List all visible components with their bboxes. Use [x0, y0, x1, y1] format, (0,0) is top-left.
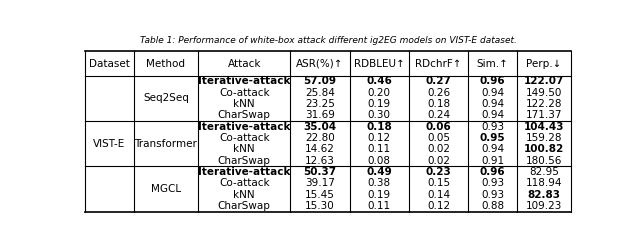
Text: kNN: kNN: [234, 144, 255, 154]
Text: 122.07: 122.07: [524, 76, 564, 86]
Text: Perp.↓: Perp.↓: [526, 59, 562, 68]
Text: 0.46: 0.46: [366, 76, 392, 86]
Text: 0.94: 0.94: [481, 88, 504, 98]
Text: 109.23: 109.23: [526, 201, 562, 211]
Text: 0.27: 0.27: [426, 76, 452, 86]
Text: 0.49: 0.49: [367, 167, 392, 177]
Text: ASR(%)↑: ASR(%)↑: [296, 59, 344, 68]
Text: Transformer: Transformer: [134, 139, 197, 149]
Text: 0.30: 0.30: [368, 110, 391, 120]
Text: Seq2Seq: Seq2Seq: [143, 93, 189, 103]
Text: 0.94: 0.94: [481, 144, 504, 154]
Text: 0.24: 0.24: [427, 110, 451, 120]
Text: 57.09: 57.09: [303, 76, 337, 86]
Text: Table 1: Performance of white-box attack different ig2EG models on VIST-E datase: Table 1: Performance of white-box attack…: [140, 37, 516, 45]
Text: Dataset: Dataset: [89, 59, 130, 68]
Text: Iterative-attack: Iterative-attack: [198, 76, 291, 86]
Text: 82.83: 82.83: [527, 190, 561, 200]
Text: Method: Method: [147, 59, 186, 68]
Text: 82.95: 82.95: [529, 167, 559, 177]
Text: 149.50: 149.50: [526, 88, 562, 98]
Text: 0.18: 0.18: [367, 122, 392, 132]
Text: 0.93: 0.93: [481, 190, 504, 200]
Text: CharSwap: CharSwap: [218, 110, 271, 120]
Text: 0.18: 0.18: [427, 99, 451, 109]
Text: CharSwap: CharSwap: [218, 201, 271, 211]
Text: 0.26: 0.26: [427, 88, 451, 98]
Text: Attack: Attack: [228, 59, 261, 68]
Text: 0.20: 0.20: [368, 88, 391, 98]
Text: 122.28: 122.28: [526, 99, 563, 109]
Text: 0.14: 0.14: [427, 190, 451, 200]
Text: 31.69: 31.69: [305, 110, 335, 120]
Text: 22.80: 22.80: [305, 133, 335, 143]
Text: 0.12: 0.12: [368, 133, 391, 143]
Text: 0.96: 0.96: [480, 167, 506, 177]
Text: 0.93: 0.93: [481, 178, 504, 188]
Text: MGCL: MGCL: [151, 184, 181, 194]
Text: 14.62: 14.62: [305, 144, 335, 154]
Text: 0.94: 0.94: [481, 110, 504, 120]
Text: Iterative-attack: Iterative-attack: [198, 167, 291, 177]
Text: 0.88: 0.88: [481, 201, 504, 211]
Text: 0.23: 0.23: [426, 167, 452, 177]
Text: 0.02: 0.02: [428, 144, 450, 154]
Text: 0.15: 0.15: [427, 178, 451, 188]
Text: 0.02: 0.02: [428, 156, 450, 166]
Text: VIST-E: VIST-E: [93, 139, 125, 149]
Text: Sim.↑: Sim.↑: [477, 59, 509, 68]
Text: 15.30: 15.30: [305, 201, 335, 211]
Text: 0.93: 0.93: [481, 122, 504, 132]
Text: 0.96: 0.96: [480, 76, 506, 86]
Text: 0.91: 0.91: [481, 156, 504, 166]
Text: 180.56: 180.56: [526, 156, 562, 166]
Text: 171.37: 171.37: [526, 110, 563, 120]
Text: 0.19: 0.19: [368, 99, 391, 109]
Text: RDchrF↑: RDchrF↑: [415, 59, 462, 68]
Text: 50.37: 50.37: [303, 167, 337, 177]
Text: CharSwap: CharSwap: [218, 156, 271, 166]
Text: 159.28: 159.28: [526, 133, 563, 143]
Text: kNN: kNN: [234, 190, 255, 200]
Text: 0.06: 0.06: [426, 122, 452, 132]
Text: 15.45: 15.45: [305, 190, 335, 200]
Text: 0.08: 0.08: [368, 156, 391, 166]
Text: Co-attack: Co-attack: [219, 88, 269, 98]
Text: 0.05: 0.05: [428, 133, 450, 143]
Text: 23.25: 23.25: [305, 99, 335, 109]
Text: 0.95: 0.95: [480, 133, 506, 143]
Text: 0.11: 0.11: [368, 201, 391, 211]
Text: Iterative-attack: Iterative-attack: [198, 122, 291, 132]
Text: kNN: kNN: [234, 99, 255, 109]
Text: 39.17: 39.17: [305, 178, 335, 188]
Text: 12.63: 12.63: [305, 156, 335, 166]
Text: RDBLEU↑: RDBLEU↑: [354, 59, 404, 68]
Text: Co-attack: Co-attack: [219, 178, 269, 188]
Text: Co-attack: Co-attack: [219, 133, 269, 143]
Text: 25.84: 25.84: [305, 88, 335, 98]
Text: 118.94: 118.94: [526, 178, 563, 188]
Text: 0.94: 0.94: [481, 99, 504, 109]
Text: 0.12: 0.12: [427, 201, 451, 211]
Text: 100.82: 100.82: [524, 144, 564, 154]
Text: 0.11: 0.11: [368, 144, 391, 154]
Text: 35.04: 35.04: [303, 122, 337, 132]
Text: 104.43: 104.43: [524, 122, 564, 132]
Text: 0.38: 0.38: [368, 178, 391, 188]
Text: 0.19: 0.19: [368, 190, 391, 200]
